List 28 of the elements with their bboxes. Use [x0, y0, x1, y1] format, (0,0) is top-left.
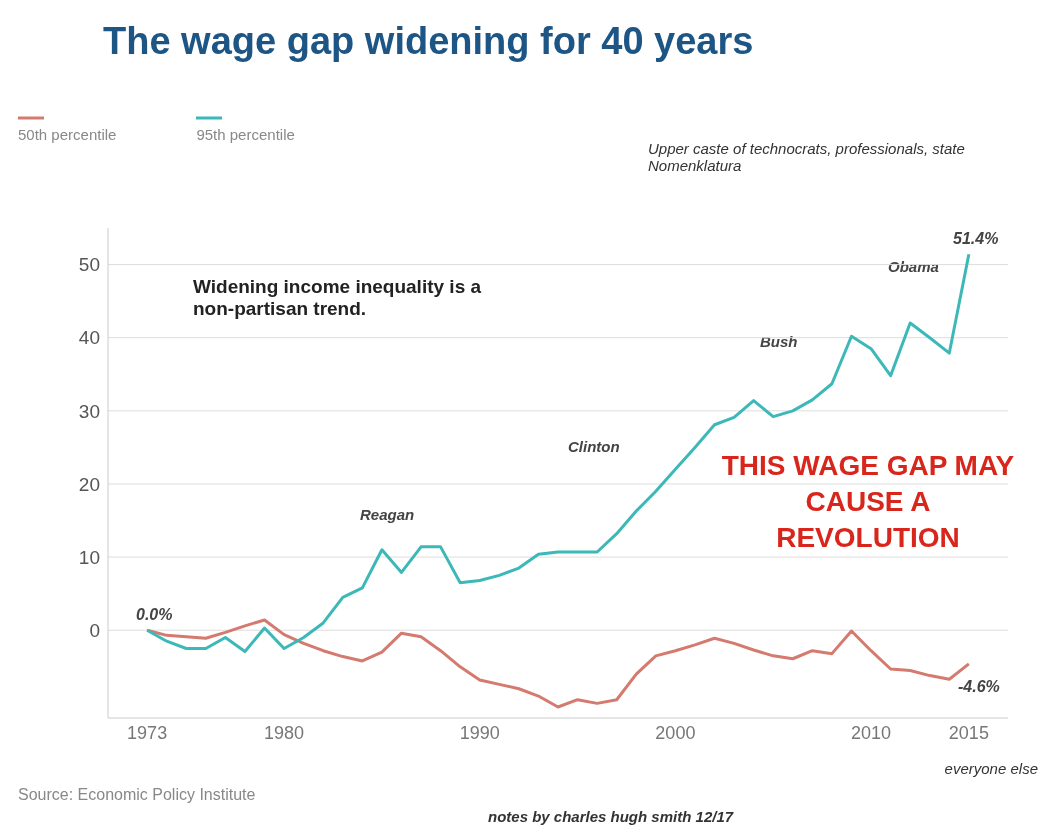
x-tick-label: 1980 — [264, 722, 305, 743]
y-tick-label: 40 — [78, 327, 100, 349]
annotation: -4.6% — [958, 678, 1000, 696]
annotation: Bush — [760, 333, 798, 350]
source-note: Source: Economic Policy Institute — [18, 786, 257, 804]
x-tick-label: 1973 — [127, 722, 168, 743]
text: Upper caste of technocrats, professionals, state Nomenklatura — [648, 140, 966, 174]
y-tick-label: 10 — [78, 546, 100, 568]
x-tick-label: 2000 — [655, 722, 696, 743]
annotation: THIS WAGE GAP MAY CAUSE A REVOLUTION — [720, 449, 1016, 555]
chart-title: The wage gap widening for 40 years — [103, 20, 754, 63]
annotation: Obama — [888, 258, 939, 275]
annotation: Clinton — [568, 438, 620, 455]
y-tick-label: 30 — [78, 400, 100, 422]
annotation: Reagan — [360, 506, 415, 523]
text: everyone else — [943, 760, 1038, 777]
y-tick-label: 50 — [78, 254, 100, 276]
annotation: 51.4% — [953, 230, 999, 248]
annotation: 0.0% — [136, 606, 173, 624]
y-tick-label: 20 — [78, 473, 100, 495]
x-tick-label: 2010 — [851, 722, 892, 743]
x-tick-label: 2015 — [948, 722, 989, 743]
text: notes by charles hugh smith 12/17 — [488, 808, 735, 825]
x-tick-label: 1990 — [459, 722, 500, 743]
legend-label: 95th percentile — [196, 126, 295, 143]
annotation: Widening income inequality is a non-partisan trend. — [193, 276, 483, 320]
y-tick-label: 0 — [89, 619, 100, 641]
legend-label: 50th percentile — [18, 126, 117, 143]
